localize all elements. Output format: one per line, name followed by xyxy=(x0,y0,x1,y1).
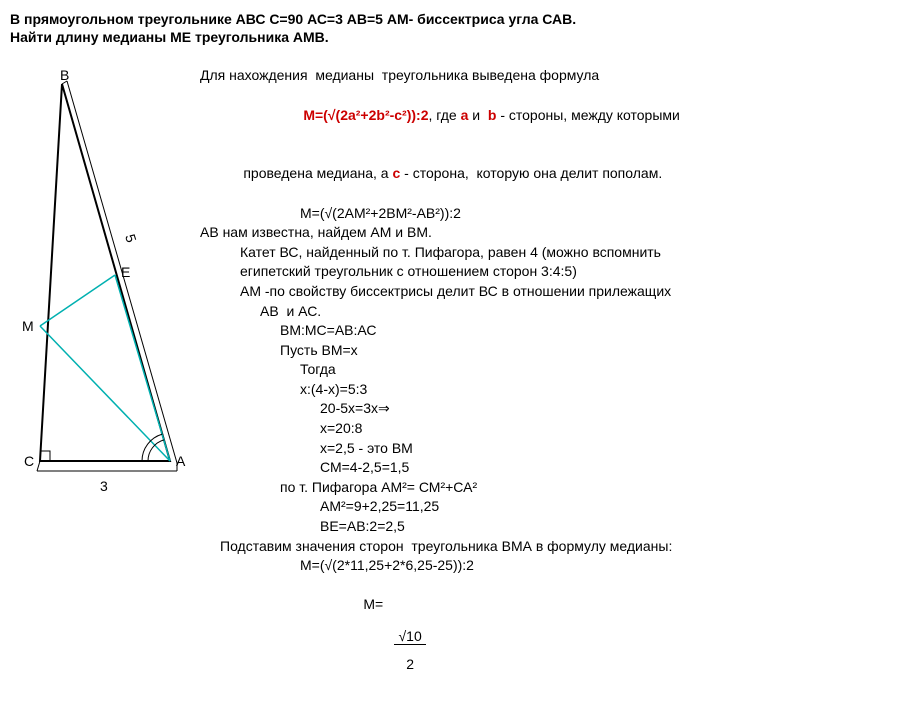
svg-text:A: A xyxy=(176,453,186,469)
frac-den: 2 xyxy=(402,656,418,672)
l23a: М= xyxy=(363,596,387,612)
sol-l12: Тогда xyxy=(200,360,906,380)
sol-l16: х=2,5 - это ВМ xyxy=(200,439,906,459)
frac-num: √10 xyxy=(394,628,425,645)
sol-l7: египетский треугольник с отношением стор… xyxy=(200,262,906,282)
sol-l22: М=(√(2*11,25+2*6,25-25)):2 xyxy=(200,556,906,576)
sol-l20: ВЕ=АВ:2=2,5 xyxy=(200,517,906,537)
problem-statement: В прямоугольном треугольнике АВС С=90 АС… xyxy=(10,10,906,46)
fraction: √10 2 xyxy=(363,615,425,685)
sol-l11: Пусть ВМ=х xyxy=(200,341,906,361)
svg-text:M: M xyxy=(22,318,34,334)
sol-l3: проведена медиана, а с - сторона, котору… xyxy=(200,145,906,204)
problem-line1: В прямоугольном треугольнике АВС С=90 АС… xyxy=(10,10,906,28)
sol-l14: 20-5х=3х⇒ xyxy=(200,399,906,419)
svg-text:B: B xyxy=(60,67,69,83)
formula-main: М=(√(2а²+2b²-с²)):2 xyxy=(303,107,428,123)
sol-l17: СМ=4-2,5=1,5 xyxy=(200,458,906,478)
solution-text: Для нахождения медианы треугольника выве… xyxy=(200,66,906,704)
sol-l9: АВ и АС. xyxy=(200,302,906,322)
l3a: проведена медиана, а xyxy=(243,165,392,181)
sol-l23: М= √10 2 xyxy=(200,576,906,705)
sol-l5: АВ нам известна, найдем АМ и ВМ. xyxy=(200,223,906,243)
svg-text:5: 5 xyxy=(122,233,140,245)
l3b: - сторона, которую она делит пополам. xyxy=(400,165,662,181)
sol-l10: ВМ:МС=АВ:АС xyxy=(200,321,906,341)
svg-text:3: 3 xyxy=(100,478,108,494)
sol-l1: Для нахождения медианы треугольника выве… xyxy=(200,66,906,86)
formula-suffix: , где xyxy=(428,107,460,123)
sol-l4: М=(√(2АМ²+2ВМ²-АВ²)):2 xyxy=(200,204,906,224)
content-area: B C A M E 5 3 Для нахождения медианы треугольн… xyxy=(10,66,906,704)
svg-text:E: E xyxy=(121,264,130,280)
and: и xyxy=(468,107,488,123)
diagram-svg: B C A M E 5 3 xyxy=(10,66,190,496)
formula-tail: - стороны, между которыми xyxy=(496,107,679,123)
sol-l19: АМ²=9+2,25=11,25 xyxy=(200,497,906,517)
sol-l13: х:(4-х)=5:3 xyxy=(200,380,906,400)
triangle-diagram: B C A M E 5 3 xyxy=(10,66,190,499)
svg-text:C: C xyxy=(24,453,34,469)
problem-line2: Найти длину медианы МЕ треугольника АМВ. xyxy=(10,28,906,46)
sol-l21: Подставим значения сторон треугольника В… xyxy=(200,537,906,557)
sol-l18: по т. Пифагора АМ²= СМ²+СА² xyxy=(200,478,906,498)
sol-l15: х=20:8 xyxy=(200,419,906,439)
sol-l8: АМ -по свойству биссектрисы делит ВС в о… xyxy=(200,282,906,302)
sol-formula: М=(√(2а²+2b²-с²)):2, где а и b - стороны… xyxy=(200,86,906,145)
sol-l6: Катет ВС, найденный по т. Пифагора, раве… xyxy=(200,243,906,263)
